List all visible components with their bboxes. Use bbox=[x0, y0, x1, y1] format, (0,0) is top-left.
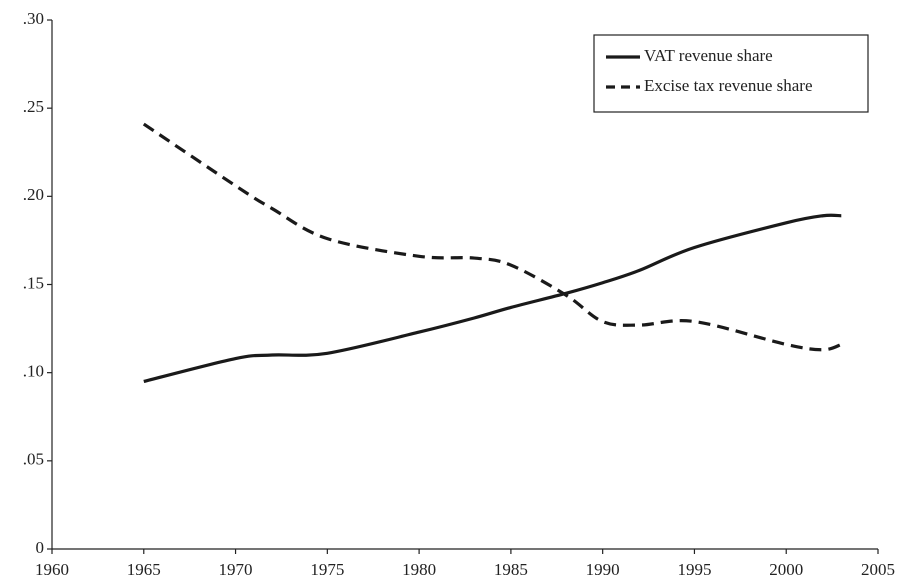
x-tick-label: 1960 bbox=[35, 560, 69, 579]
legend-label: Excise tax revenue share bbox=[644, 76, 813, 95]
y-tick-label: .10 bbox=[23, 362, 44, 381]
y-tick-label: .15 bbox=[23, 273, 44, 292]
y-tick-label: .25 bbox=[23, 97, 44, 116]
x-tick-label: 2005 bbox=[861, 560, 895, 579]
x-tick-label: 1980 bbox=[402, 560, 436, 579]
x-tick-label: 1995 bbox=[677, 560, 711, 579]
x-tick-label: 1990 bbox=[586, 560, 620, 579]
x-tick-label: 1965 bbox=[127, 560, 161, 579]
legend-label: VAT revenue share bbox=[644, 46, 773, 65]
series-line bbox=[143, 213, 842, 384]
x-tick-label: 2000 bbox=[769, 560, 803, 579]
x-tick-label: 1970 bbox=[219, 560, 253, 579]
y-tick-label: 0 bbox=[36, 538, 45, 557]
x-tick-label: 1985 bbox=[494, 560, 528, 579]
legend-box bbox=[593, 34, 869, 113]
legend: VAT revenue share Excise tax revenue shar… bbox=[593, 34, 869, 113]
y-tick-label: .30 bbox=[23, 9, 44, 28]
series-line bbox=[142, 122, 842, 352]
y-tick-label: .20 bbox=[23, 185, 44, 204]
x-tick-label: 1975 bbox=[310, 560, 344, 579]
y-tick-label: .05 bbox=[23, 450, 44, 469]
